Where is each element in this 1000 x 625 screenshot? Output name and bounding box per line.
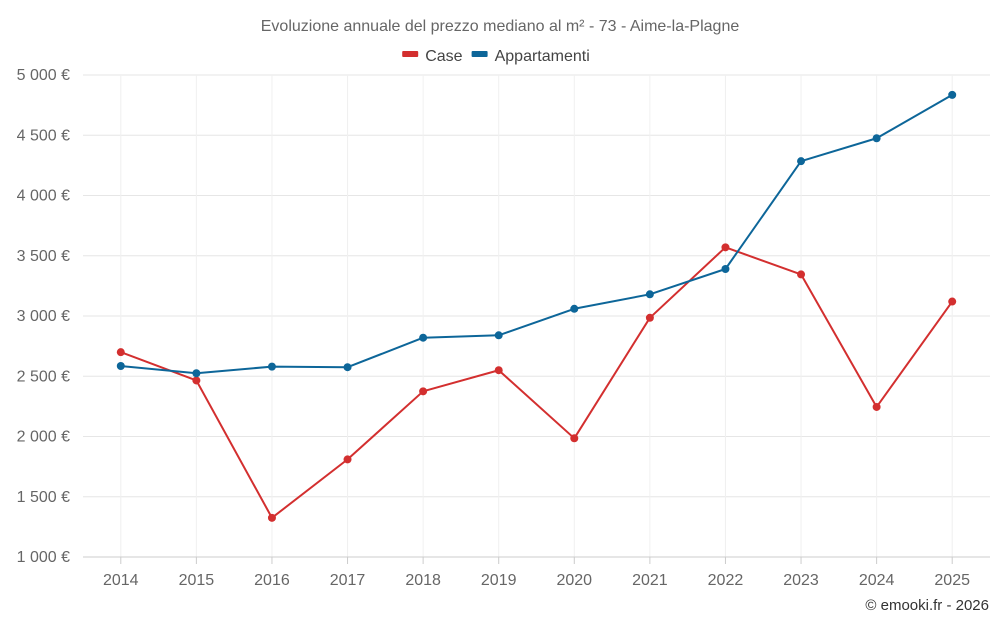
y-tick-label: 2 500 € xyxy=(17,368,70,385)
series-appartamenti xyxy=(116,90,957,378)
credit-text: © emooki.fr - 2026 xyxy=(865,597,989,614)
data-point[interactable] xyxy=(116,362,125,371)
data-point[interactable] xyxy=(872,134,881,143)
data-point[interactable] xyxy=(343,363,352,372)
data-point[interactable] xyxy=(494,331,503,340)
y-tick-label: 2 000 € xyxy=(17,429,70,446)
data-point[interactable] xyxy=(267,362,276,371)
x-tick-label: 2023 xyxy=(783,572,819,589)
x-tick-label: 2021 xyxy=(632,572,668,589)
data-point[interactable] xyxy=(494,366,503,375)
series-line xyxy=(120,94,953,375)
data-point[interactable] xyxy=(570,434,579,443)
data-point[interactable] xyxy=(570,304,579,313)
data-point[interactable] xyxy=(948,297,957,306)
x-tick-label: 2024 xyxy=(859,572,895,589)
series-line xyxy=(120,246,954,519)
x-tick-label: 2019 xyxy=(481,572,517,589)
series-case xyxy=(116,243,957,522)
data-point[interactable] xyxy=(343,455,352,464)
x-tick-label: 2016 xyxy=(254,572,290,589)
data-point[interactable] xyxy=(267,513,276,522)
data-point[interactable] xyxy=(419,387,428,396)
data-point[interactable] xyxy=(721,243,730,252)
chart-title: Evoluzione annuale del prezzo mediano al… xyxy=(261,18,740,35)
data-point[interactable] xyxy=(116,348,125,357)
x-tick-label: 2015 xyxy=(179,572,215,589)
legend-swatch xyxy=(402,51,419,57)
x-tick-label: 2022 xyxy=(708,572,744,589)
legend-item-case[interactable]: Case xyxy=(402,48,463,65)
y-tick-label: 1 500 € xyxy=(17,489,70,506)
data-point[interactable] xyxy=(872,402,881,411)
y-tick-label: 4 000 € xyxy=(17,188,70,205)
y-tick-label: 5 000 € xyxy=(17,67,70,84)
x-axis: 2014 2015 2016 2017 2018 2019 2020 2021 2022 2023… xyxy=(83,556,990,589)
y-tick-label: 3 500 € xyxy=(17,248,70,265)
data-point[interactable] xyxy=(948,90,957,99)
grid xyxy=(83,74,990,558)
x-tick-label: 2017 xyxy=(330,572,366,589)
y-tick-label: 1 000 € xyxy=(17,549,70,566)
x-tick-label: 2025 xyxy=(934,572,970,589)
legend-item-appartamenti[interactable]: Appartamenti xyxy=(471,48,590,65)
data-point[interactable] xyxy=(192,376,201,385)
data-point[interactable] xyxy=(645,290,654,299)
legend-label: Case xyxy=(425,48,462,65)
data-point[interactable] xyxy=(192,369,201,378)
data-point[interactable] xyxy=(797,270,806,279)
data-point[interactable] xyxy=(419,333,428,342)
legend: Case Appartamenti xyxy=(402,48,590,65)
data-point[interactable] xyxy=(721,265,730,274)
data-point[interactable] xyxy=(797,157,806,166)
y-tick-label: 4 500 € xyxy=(17,127,70,144)
data-point[interactable] xyxy=(645,313,654,322)
y-tick-label: 3 000 € xyxy=(17,308,70,325)
legend-label: Appartamenti xyxy=(495,48,590,65)
y-axis: 1 000 € 1 500 € 2 000 € 2 500 € 3 000 € 3 500… xyxy=(17,67,70,566)
legend-swatch xyxy=(471,51,488,57)
series-group xyxy=(116,90,957,522)
x-tick-label: 2018 xyxy=(405,572,441,589)
x-tick-label: 2014 xyxy=(103,572,139,589)
x-tick-label: 2020 xyxy=(556,572,592,589)
